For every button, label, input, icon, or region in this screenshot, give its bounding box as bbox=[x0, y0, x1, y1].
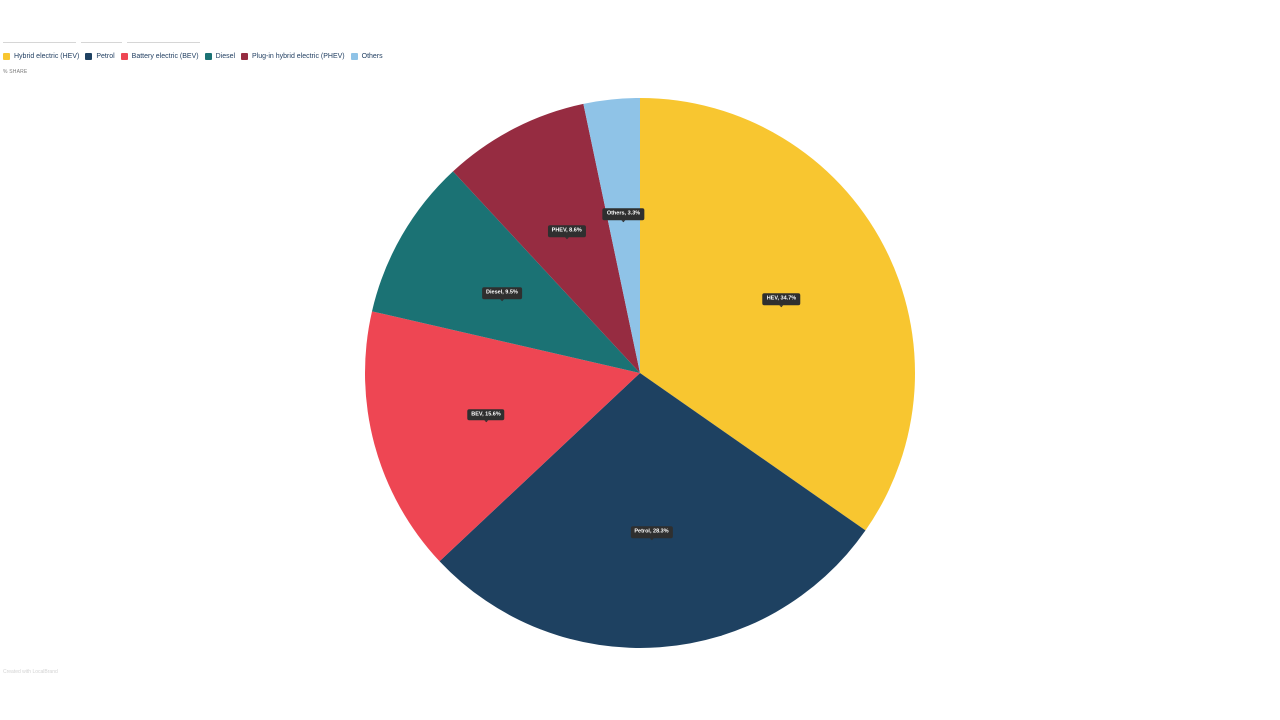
data-label-petrol: Petrol, 28.3% bbox=[630, 526, 673, 540]
legend-label-petrol: Petrol bbox=[96, 53, 115, 60]
legend-swatch-phev bbox=[241, 53, 249, 60]
tab-line[interactable] bbox=[127, 42, 200, 43]
legend-label-bev: Battery electric (BEV) bbox=[131, 53, 199, 60]
tab-indicator-lines bbox=[3, 42, 200, 44]
unit-label: % SHARE bbox=[3, 69, 28, 75]
legend-item-hev[interactable]: Hybrid electric (HEV) bbox=[3, 53, 79, 60]
legend-swatch-diesel bbox=[204, 53, 212, 60]
pie-slice-others[interactable] bbox=[583, 98, 640, 373]
data-label-phev: PHEV, 8.6% bbox=[547, 225, 586, 239]
pie-slice-diesel[interactable] bbox=[372, 171, 640, 373]
tab-line[interactable] bbox=[3, 42, 76, 43]
data-label-diesel: Diesel, 9.5% bbox=[482, 287, 522, 301]
legend-item-diesel[interactable]: Diesel bbox=[204, 53, 236, 60]
chart-legend: Hybrid electric (HEV) Petrol Battery elect… bbox=[3, 53, 389, 60]
legend-label-diesel: Diesel bbox=[215, 53, 236, 60]
legend-swatch-petrol bbox=[85, 53, 93, 60]
pie-slice-phev[interactable] bbox=[453, 103, 640, 373]
legend-item-phev[interactable]: Plug-in hybrid electric (PHEV) bbox=[241, 53, 345, 60]
legend-item-petrol[interactable]: Petrol bbox=[85, 53, 115, 60]
data-label-others: Others, 3.3% bbox=[602, 208, 645, 222]
pie-slice-bev[interactable] bbox=[364, 311, 640, 562]
legend-item-others[interactable]: Others bbox=[350, 53, 383, 60]
data-label-hev: HEV, 34.7% bbox=[762, 293, 801, 307]
legend-label-hev: Hybrid electric (HEV) bbox=[14, 53, 80, 60]
legend-swatch-bev bbox=[120, 53, 128, 60]
pie-slice-hev[interactable] bbox=[640, 98, 915, 531]
data-label-bev: BEV, 15.6% bbox=[467, 408, 505, 422]
legend-label-others: Others bbox=[361, 53, 383, 60]
tab-line[interactable] bbox=[81, 42, 122, 43]
credit-text: Created with LocalBrand bbox=[3, 669, 58, 675]
legend-swatch-hev bbox=[3, 53, 10, 60]
legend-item-bev[interactable]: Battery electric (BEV) bbox=[120, 53, 199, 60]
pie-slice-petrol[interactable] bbox=[439, 373, 866, 648]
legend-label-phev: Plug-in hybrid electric (PHEV) bbox=[252, 53, 345, 60]
legend-swatch-others bbox=[350, 53, 358, 60]
